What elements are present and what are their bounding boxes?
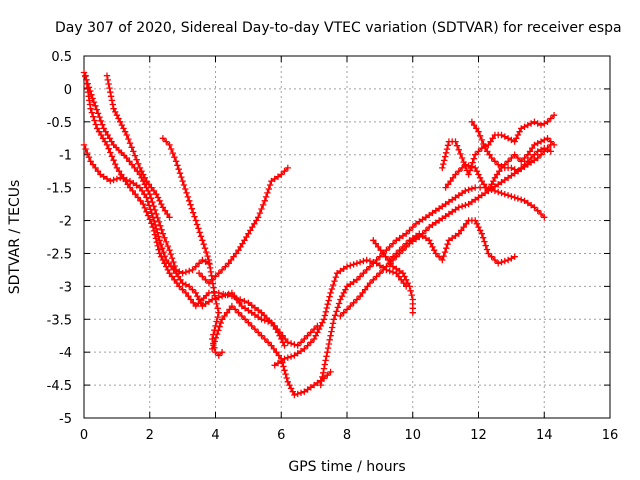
x-tick-label: 2 (146, 428, 154, 443)
data-series (370, 237, 416, 316)
series-trace (274, 259, 407, 366)
data-series (103, 72, 173, 221)
y-axis-label: SDTVAR / TECUs (7, 180, 23, 295)
data-series-group (80, 69, 558, 399)
data-series (209, 302, 334, 399)
data-series (468, 118, 554, 175)
y-tick-label: 0.5 (51, 50, 72, 65)
x-tick-label: 6 (277, 428, 285, 443)
chart-title: Day 307 of 2020, Sidereal Day-to-day VTE… (55, 20, 622, 36)
series-markers (439, 112, 558, 178)
data-series (195, 164, 291, 287)
series-trace (162, 137, 223, 357)
grid-lines (84, 56, 610, 418)
series-markers (337, 141, 554, 320)
y-axis-ticks: 0.5 0 -0.5 -1 -1.5 -2 -2.5 -3 -3.5 -4 -4.5 -5 (47, 50, 610, 427)
data-series (80, 69, 213, 277)
series-markers (80, 69, 213, 277)
series-markers (370, 237, 416, 316)
data-series (80, 141, 288, 349)
series-markers (82, 72, 321, 349)
series-markers (159, 135, 226, 359)
y-tick-label: -5 (59, 412, 72, 427)
x-tick-label: 16 (602, 428, 619, 443)
y-tick-label: -0.5 (47, 116, 72, 131)
y-tick-label: -2.5 (47, 247, 72, 262)
y-tick-label: 0 (64, 83, 72, 98)
data-series (442, 135, 558, 195)
series-markers (468, 118, 554, 175)
y-tick-label: -1 (59, 149, 72, 164)
series-markers (103, 72, 173, 221)
series-markers (195, 164, 291, 287)
y-tick-label: -2 (59, 215, 72, 230)
data-series (439, 112, 558, 178)
y-tick-label: -4 (59, 346, 72, 361)
x-tick-label: 14 (536, 428, 553, 443)
y-tick-label: -3.5 (47, 313, 72, 328)
series-markers (317, 184, 548, 389)
y-tick-label: -3 (59, 280, 72, 295)
x-tick-label: 4 (211, 428, 219, 443)
series-markers (442, 135, 558, 195)
data-series (386, 217, 518, 267)
series-trace (198, 167, 289, 285)
y-tick-label: -4.5 (47, 379, 72, 394)
x-axis-ticks: 0 2 4 6 8 10 12 14 16 (80, 56, 618, 443)
series-trace (83, 72, 210, 274)
series-trace (389, 219, 516, 265)
data-series (317, 184, 548, 389)
x-tick-label: 10 (404, 428, 421, 443)
series-markers (209, 302, 334, 399)
x-tick-label: 0 (80, 428, 88, 443)
x-tick-label: 12 (470, 428, 487, 443)
x-tick-label: 8 (343, 428, 351, 443)
y-tick-label: -1.5 (47, 182, 72, 197)
data-series (82, 72, 321, 349)
x-axis-label: GPS time / hours (288, 459, 405, 475)
series-markers (386, 217, 518, 267)
series-markers (80, 141, 288, 349)
